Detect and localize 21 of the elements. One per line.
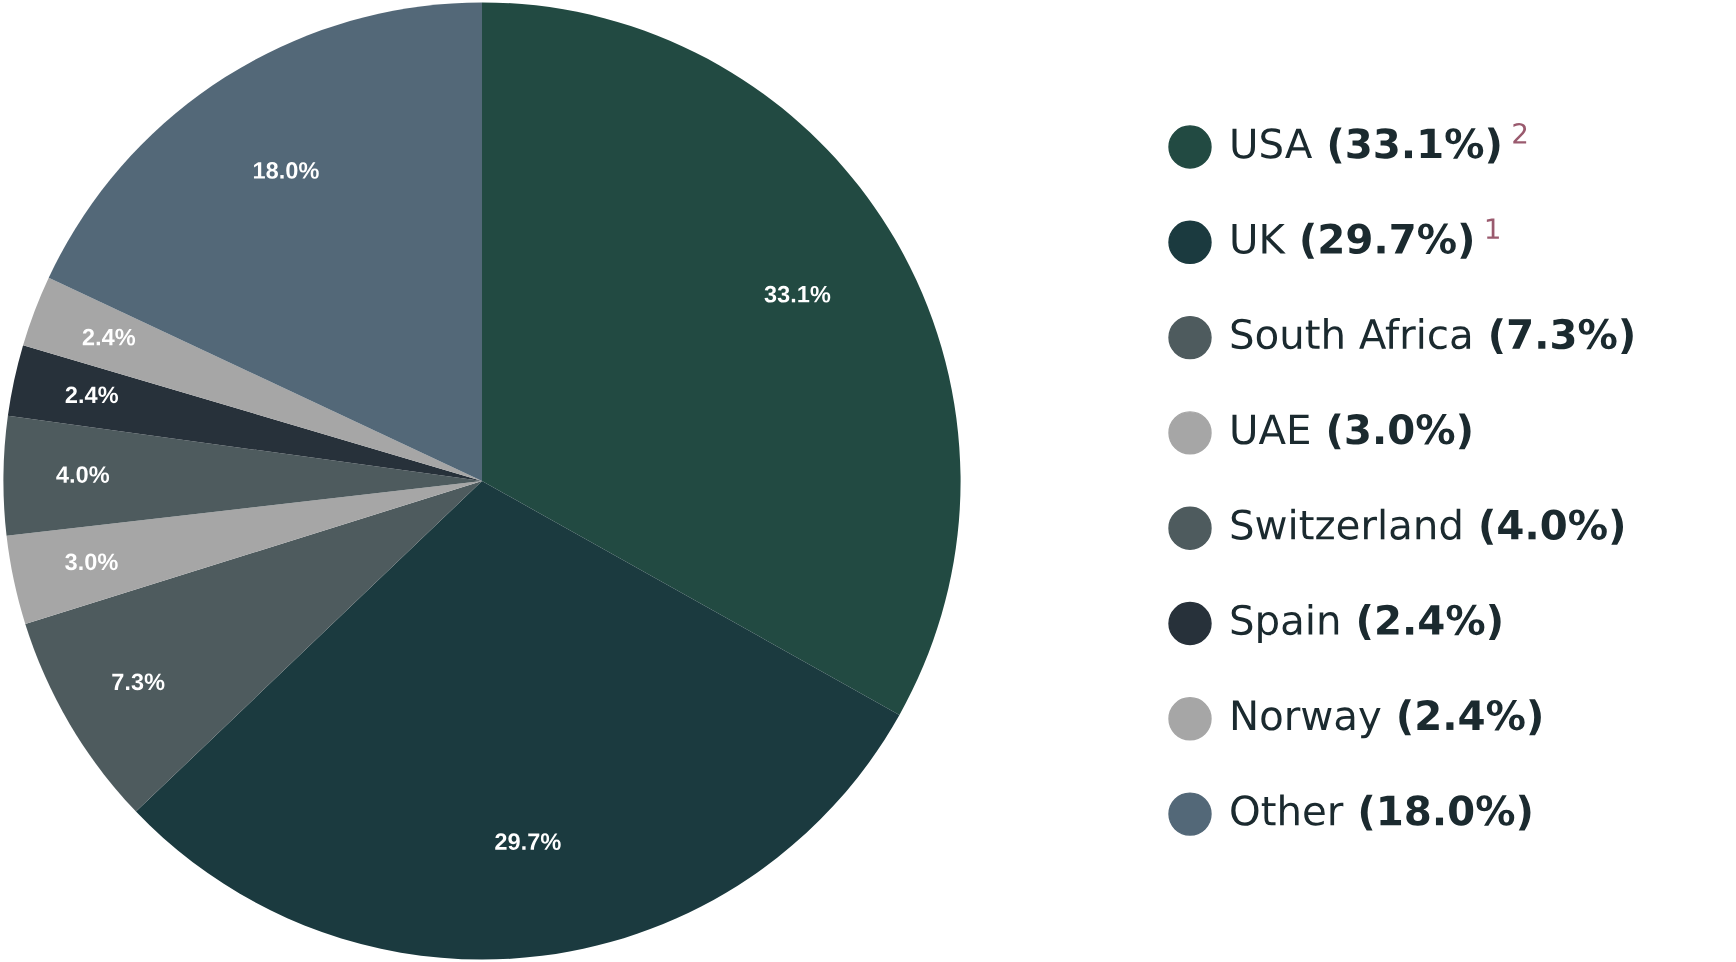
text: 2 (1513, 122, 1527, 144)
data-label: 4.0% (56, 466, 110, 483)
data-label: 2.4% (82, 328, 136, 346)
legend-label: UK (29.7%) (1232, 222, 1472, 259)
pie-slice (7, 345, 482, 481)
legend-label: Other (18.0%) (1231, 794, 1531, 831)
legend-label: USA (33.1%) (1232, 127, 1500, 164)
legend-label: Switzerland (4.0%) (1231, 508, 1624, 545)
legend-label: UAE (3.0%) (1232, 413, 1471, 450)
data-label: 29.7% (495, 833, 561, 851)
data-label: 3.0% (65, 553, 118, 571)
data-label: 2.4% (65, 386, 119, 404)
pie-slice (482, 2, 961, 716)
legend-label: Spain (2.4%) (1231, 604, 1501, 643)
data-label: 7.3% (112, 673, 165, 691)
legend-label: South Africa (7.3%) (1231, 318, 1633, 355)
pie-slice (48, 2, 482, 481)
legend-label: Norway (2.4%) (1232, 699, 1541, 739)
text: 1 (1486, 218, 1499, 239)
data-label: 33.1% (764, 285, 831, 303)
data-label: 18.0% (253, 162, 319, 179)
